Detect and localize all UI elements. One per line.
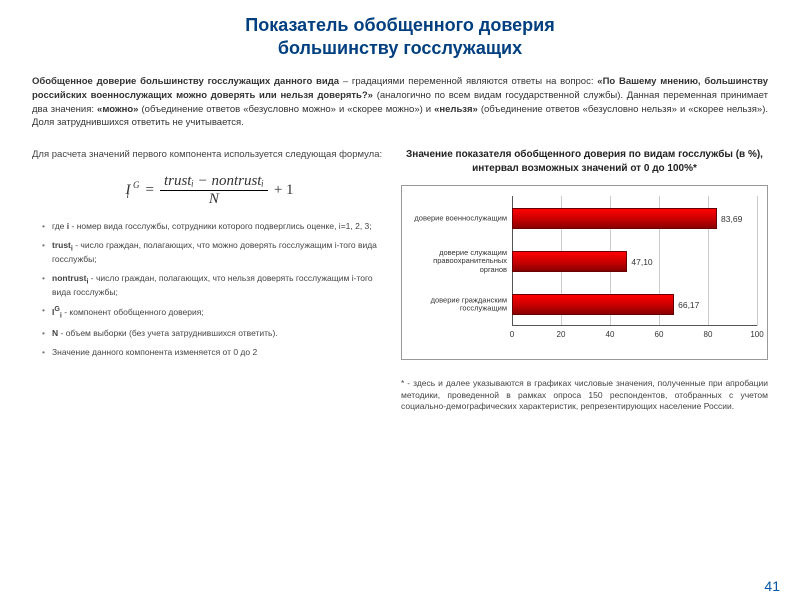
left-column: Для расчета значений первого компонента … bbox=[32, 148, 387, 412]
bar-label: доверие военнослужащим bbox=[412, 214, 507, 223]
x-axis-tick: 100 bbox=[750, 330, 763, 339]
x-axis-tick: 80 bbox=[704, 330, 713, 339]
x-axis-tick: 20 bbox=[557, 330, 566, 339]
bar-label: доверие гражданским госслужащим bbox=[412, 296, 507, 313]
bar-fill bbox=[512, 294, 674, 315]
chart-bar: доверие служащим правоохранительных орга… bbox=[512, 251, 757, 272]
bar-value: 66,17 bbox=[678, 300, 699, 310]
title-line1: Показатель обобщенного доверия bbox=[245, 15, 554, 35]
definition-item: где i - номер вида госслужбы, сотрудники… bbox=[42, 221, 387, 232]
page-title: Показатель обобщенного доверия большинст… bbox=[32, 14, 768, 59]
page-number: 41 bbox=[764, 578, 780, 594]
x-axis-tick: 40 bbox=[606, 330, 615, 339]
formula-fraction: trustᵢ − nontrustᵢ N bbox=[160, 173, 268, 207]
bar-label: доверие служащим правоохранительных орга… bbox=[412, 249, 507, 275]
chart-bar: доверие военнослужащим83,69 bbox=[512, 208, 757, 229]
formula: IiG = trustᵢ − nontrustᵢ N + 1 bbox=[32, 173, 387, 207]
two-column-layout: Для расчета значений первого компонента … bbox=[32, 148, 768, 412]
bar-value: 83,69 bbox=[721, 214, 742, 224]
title-line2: большинству госслужащих bbox=[278, 38, 522, 58]
right-column: Значение показателя обобщенного доверия … bbox=[401, 148, 768, 412]
x-axis-tick: 60 bbox=[655, 330, 664, 339]
bar-fill bbox=[512, 251, 627, 272]
chart-bar: доверие гражданским госслужащим66,17 bbox=[512, 294, 757, 315]
trust-chart: доверие военнослужащим83,69доверие служа… bbox=[401, 185, 768, 360]
formula-lhs: IiG bbox=[125, 180, 139, 200]
definition-item: Значение данного компонента изменяется о… bbox=[42, 347, 387, 358]
definition-item: N - объем выборки (без учета затруднивши… bbox=[42, 328, 387, 339]
formula-intro: Для расчета значений первого компонента … bbox=[32, 148, 387, 161]
chart-plot: доверие военнослужащим83,69 доверие служа… bbox=[512, 196, 757, 326]
definition-item: nontrusti - число граждан, полагающих, ч… bbox=[42, 273, 387, 299]
bar-value: 47,10 bbox=[631, 257, 652, 267]
x-axis-tick: 0 bbox=[510, 330, 514, 339]
chart-footnote: * - здесь и далее указываются в графиках… bbox=[401, 378, 768, 412]
definitions-list: где i - номер вида госслужбы, сотрудники… bbox=[32, 221, 387, 358]
definition-item: IGi - компонент обобщенного доверия; bbox=[42, 305, 387, 321]
intro-paragraph: Обобщенное доверие большинству госслужащ… bbox=[32, 75, 768, 130]
chart-title: Значение показателя обобщенного доверия … bbox=[401, 148, 768, 175]
definition-item: trusti - число граждан, полагающих, что … bbox=[42, 240, 387, 266]
bar-fill bbox=[512, 208, 717, 229]
